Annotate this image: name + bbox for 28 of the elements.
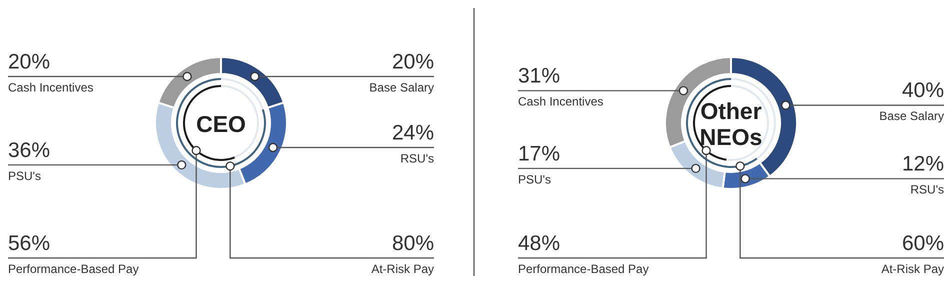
data-label: 60% <box>902 232 944 255</box>
slice-label: PSU's <box>8 168 41 183</box>
slice-label: At-Risk Pay <box>371 262 434 276</box>
slice-label: Performance-Based Pay <box>518 262 649 276</box>
data-label: 12% <box>902 152 944 176</box>
slice-label: At-Risk Pay <box>881 262 944 276</box>
data-label: 20% <box>8 50 50 74</box>
slice-label: Base Salary <box>369 80 434 94</box>
data-label: 48% <box>518 232 560 255</box>
data-label: 80% <box>392 232 434 255</box>
slice-label: Cash Incentives <box>8 80 94 94</box>
slice-label: Cash Incentives <box>518 94 604 109</box>
donut-slice <box>221 78 264 110</box>
slice-label: Performance-Based Pay <box>8 262 139 276</box>
data-label: 40% <box>902 79 944 102</box>
data-label: 36% <box>8 138 50 162</box>
slice-label: PSU's <box>518 172 551 186</box>
donut-slice <box>176 78 266 168</box>
slice-label: RSU's <box>400 151 434 166</box>
data-label: 20% <box>392 50 434 74</box>
slice-label: RSU's <box>910 182 944 197</box>
slice-label: Base Salary <box>879 109 944 124</box>
data-label: 24% <box>392 121 434 144</box>
text: CEO <box>196 111 246 137</box>
data-label: 31% <box>518 64 560 88</box>
text: Other NEOs <box>700 98 762 150</box>
data-label: 56% <box>8 232 50 255</box>
data-label: 17% <box>518 142 560 166</box>
